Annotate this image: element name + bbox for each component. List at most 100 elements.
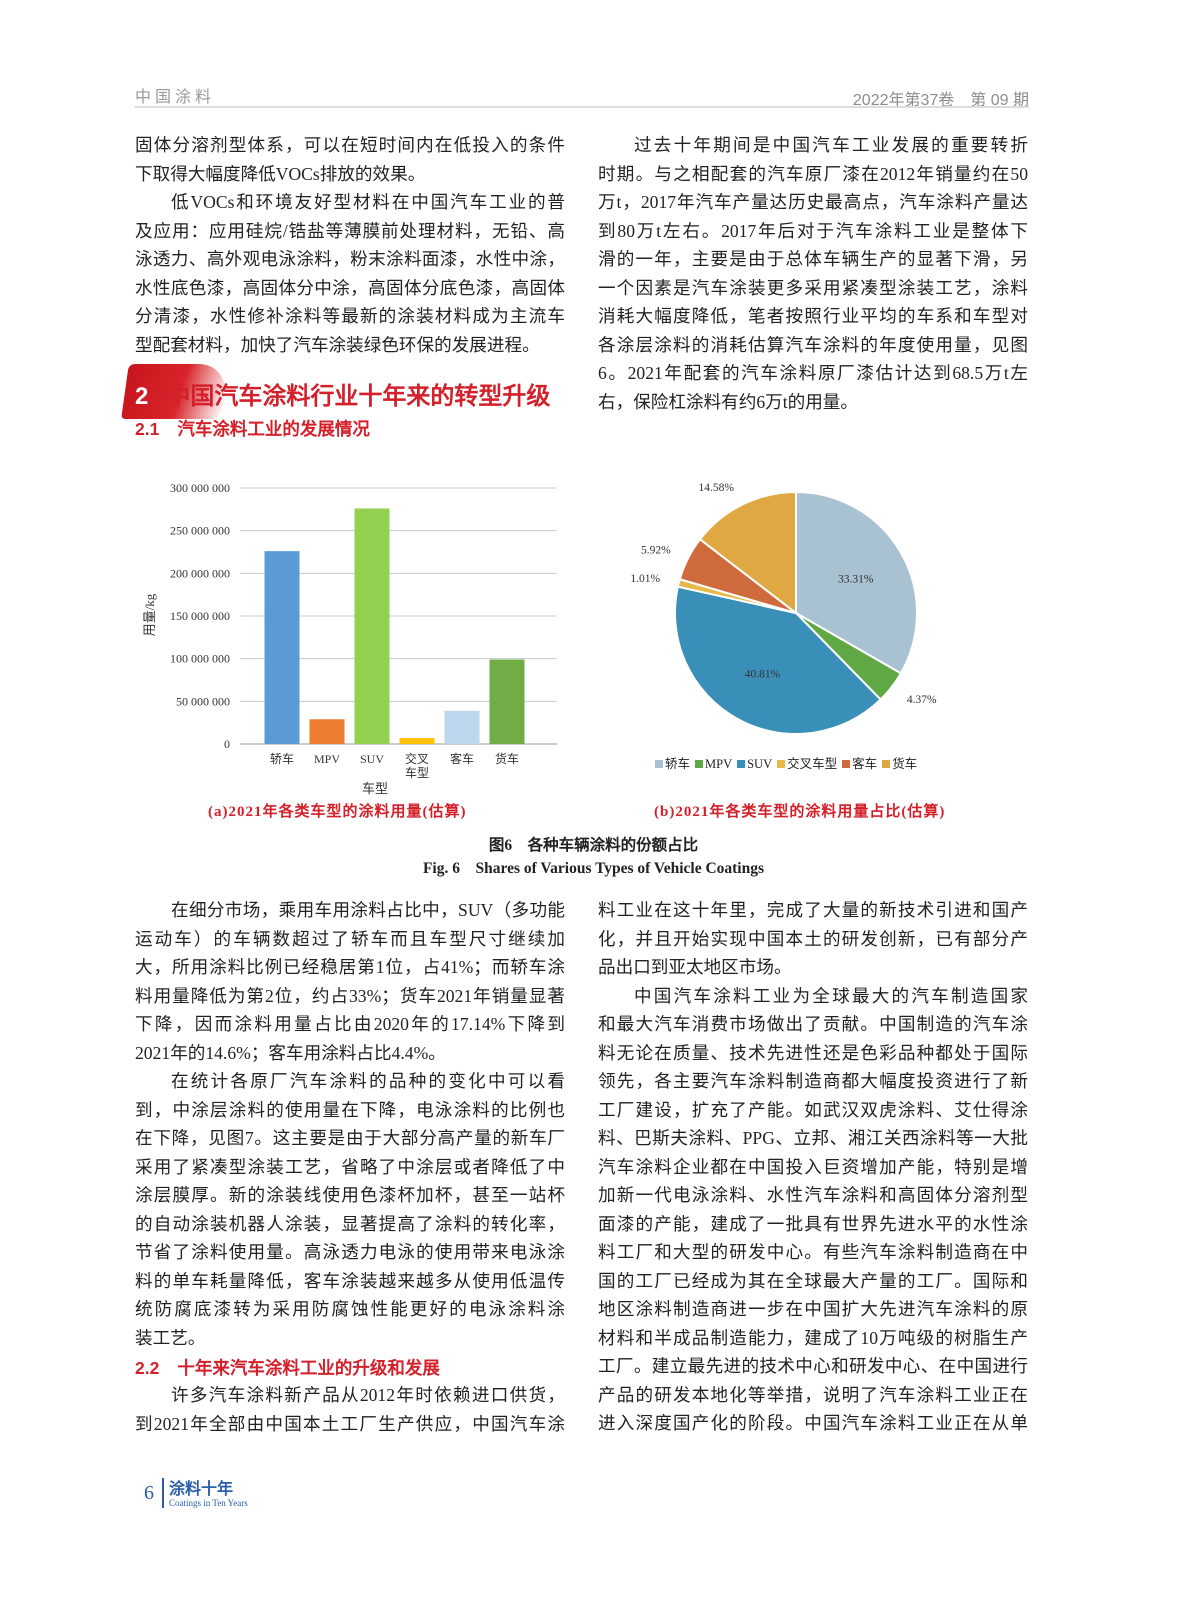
section-title: 中国汽车涂料行业十年来的转型升级 xyxy=(166,383,551,410)
legend-swatch xyxy=(777,760,786,768)
left-column-top: 固体分溶剂型体系，可以在短时间内在低投入的条件 下取得大幅度降低VOCs排放的效果… xyxy=(135,131,565,359)
legend-label: 客车 xyxy=(852,757,878,771)
y-tick-label: 200 000 000 xyxy=(170,566,230,580)
legend-swatch xyxy=(842,760,851,768)
text-line: 型配套材料，加快了汽车涂装绿色环保的发展进程。 xyxy=(135,334,540,355)
text-line: 面漆的产能，建成了一批具有世界先进水平的水性涂 xyxy=(598,1213,1028,1234)
left-column-bottom: 在细分市场，乘用车用涂料占比中，SUV（多功能 运动车）的车辆数超过了轿车而且车型… xyxy=(135,896,565,1352)
bar-货车 xyxy=(489,659,525,744)
text-line: 料的单车耗量降低，客车涂装越来越多从使用低温传 xyxy=(135,1270,565,1291)
x-tick-label: 轿车 xyxy=(270,751,294,766)
legend-swatch xyxy=(655,760,663,768)
pie-chart: 33.31% 4.37% 40.81% 1.01% 5.92% 14.58% xyxy=(630,482,937,735)
figure-caption-en: Fig. 6 Shares of Various Types of Vehicl… xyxy=(422,860,765,877)
legend-label: MPV xyxy=(705,757,733,771)
text-line: 采用了紧凑型涂装工艺，省略了中涂层或者降低了中 xyxy=(135,1156,565,1177)
text-line: 分清漆，水性修补涂料等最新的涂装材料成为主流车 xyxy=(135,306,565,326)
text-line: 涂层膜厚。新的涂装线使用色漆杯加杯，甚至一站杯 xyxy=(135,1185,565,1205)
text-line: 在下降，见图7。这主要是由于大部分高产量的新车厂 xyxy=(135,1128,565,1148)
x-axis-label: 车型 xyxy=(362,781,388,796)
text-line: 低VOCs和环境友好型材料在中国汽车工业的普 xyxy=(171,192,565,212)
y-axis-label: 用量/kg xyxy=(142,593,157,636)
text-line: 进入深度国产化的阶段。中国汽车涂料工业正在从单 xyxy=(598,1413,1028,1433)
right-column-top: 过去十年期间是中国汽车工业发展的重要转折 时期。与之相配套的汽车原厂漆在2012年… xyxy=(598,131,1028,416)
text-line: 产品的研发本地化等举措，说明了汽车涂料工业正在 xyxy=(598,1384,1028,1405)
legend-label: 货车 xyxy=(892,757,918,771)
text-line: 料用量降低为第2位，约占33%；货车2021年销量显著 xyxy=(135,985,565,1006)
footer-divider xyxy=(162,1478,164,1508)
section-title: 汽车涂料工业的发展情况 xyxy=(177,419,370,439)
pie-data-label: 4.37% xyxy=(907,694,937,706)
text-line: 料工厂和大型的研发中心。有些汽车涂料制造商在中 xyxy=(598,1242,1028,1262)
text-line: 下降，因而涂料用量占比由2020年的17.14%下降到 xyxy=(135,1014,565,1034)
section-number: 2 xyxy=(135,383,149,410)
legend-swatch xyxy=(737,760,746,768)
text-line: 节省了涂料使用量。高泳透力电泳的使用带来电泳涂 xyxy=(135,1242,565,1262)
column-title: 涂料十年 xyxy=(169,1481,234,1498)
section-2-2-heading: 2.2 十年来汽车涂料工业的升级和发展 xyxy=(135,1355,440,1380)
section-number: 2.1 xyxy=(135,419,160,439)
section-2-1-heading: 2.1 汽车涂料工业的发展情况 xyxy=(135,416,370,441)
text-line: 国的工厂已经成为其在全球最大产量的工厂。国际和 xyxy=(598,1270,1028,1291)
pie-data-label: 40.81% xyxy=(745,668,781,680)
bar-chart: 0 50 000 000 100 000 000 150 000 000 200 000… xyxy=(142,481,557,796)
section-2-heading: 2 中国汽车涂料行业十年来的转型升级 xyxy=(121,364,575,419)
text-line: 化，并且开始实现中国本土的研发创新，已有部分产 xyxy=(598,928,1028,949)
pie-data-label: 33.31% xyxy=(838,573,874,585)
y-tick-label: 300 000 000 xyxy=(170,481,230,495)
text-line: 材料和半成品制造能力，建成了10万吨级的树脂生产 xyxy=(598,1327,1028,1348)
x-tick-label: 交叉 xyxy=(405,751,429,766)
x-tick-label: 客车 xyxy=(450,751,474,766)
text-line: 料工业在这十年里，完成了大量的新技术引进和国产 xyxy=(598,900,1028,920)
y-tick-label: 50 000 000 xyxy=(176,694,230,708)
pie-data-label: 5.92% xyxy=(641,545,671,557)
text-line: 工厂建设，扩充了产能。如武汉双虎涂料、艾仕得涂 xyxy=(598,1099,1028,1120)
legend-swatch xyxy=(882,760,891,768)
bar-chart-caption: (a)2021年各类车型的涂料用量(估算) xyxy=(208,804,467,820)
text-line: 过去十年期间是中国汽车工业发展的重要转折 xyxy=(634,135,1028,155)
text-line: 一个因素是汽车涂装更多采用紧凑型涂装工艺，涂料 xyxy=(598,277,1028,298)
text-line: 料无论在质量、技术先进性还是色彩品种都处于国际 xyxy=(598,1042,1028,1063)
x-tick-label: SUV xyxy=(360,752,384,766)
legend-swatch xyxy=(695,760,704,768)
bar-交叉车型 xyxy=(399,738,435,744)
bar-客车 xyxy=(444,710,480,744)
legend-label: 轿车 xyxy=(665,757,691,771)
pie-legend: 轿车 MPV SUV 交叉车型 客车 货车 xyxy=(650,753,917,772)
pie-chart-caption: (b)2021年各类车型的涂料用量占比(估算) xyxy=(654,804,946,820)
text-line: 在细分市场，乘用车用涂料占比中，SUV（多功能 xyxy=(171,900,565,920)
text-line: 料、巴斯夫涂料、PPG、立邦、湘江关西涂料等一大批 xyxy=(598,1128,1028,1148)
text-line: 在统计各原厂汽车涂料的品种的变化中可以看 xyxy=(171,1071,565,1091)
journal-name: 中国涂料 xyxy=(135,89,216,106)
section-title: 十年来汽车涂料工业的升级和发展 xyxy=(177,1358,440,1378)
bar-SUV xyxy=(354,508,390,744)
legend-label: SUV xyxy=(747,757,773,771)
right-column-bottom: 料工业在这十年里，完成了大量的新技术引进和国产 化，并且开始实现中国本土的研发创新… xyxy=(598,896,1028,1438)
text-line: 中国汽车涂料工业为全球最大的汽车制造国家 xyxy=(634,985,1028,1006)
text-line: 装工艺。 xyxy=(135,1327,206,1348)
text-line: 消耗大幅度降低，笔者按照行业平均的车系和车型对 xyxy=(598,306,1028,326)
y-tick-label: 250 000 000 xyxy=(170,524,230,538)
text-line: 品出口到亚太地区市场。 xyxy=(598,957,792,977)
bar-轿车 xyxy=(264,551,300,744)
bar-MPV xyxy=(309,719,345,744)
y-tick-label: 150 000 000 xyxy=(170,609,230,623)
text-line: 各涂层涂料的消耗估算汽车涂料的年度使用量，见图 xyxy=(598,334,1028,355)
pie-slice-货车 xyxy=(698,490,797,616)
text-line: 右，保险杠涂料有约6万t的用量。 xyxy=(598,391,858,412)
column-subtitle: Coatings in Ten Years xyxy=(169,1498,248,1508)
y-tick-label: 0 xyxy=(224,737,230,751)
text-line: 领先，各主要汽车涂料制造商都大幅度投资进行了新 xyxy=(598,1071,1028,1091)
text-line: 下取得大幅度降低VOCs排放的效果。 xyxy=(135,163,426,184)
pie-data-label: 1.01% xyxy=(630,573,660,585)
text-line: 6。2021年配套的汽车涂料原厂漆估计达到68.5万t左 xyxy=(598,363,1028,383)
x-tick-label: 货车 xyxy=(495,751,519,766)
issue-info: 2022年第37卷 第 09 期 xyxy=(852,92,1029,109)
text-line: 泳透力、高外观电泳涂料，粉末涂料面漆，水性中涂， xyxy=(135,249,565,269)
pie-slice-轿车 xyxy=(795,490,918,675)
text-line: 滑的一年，主要是由于总体车辆生产的显著下滑，另 xyxy=(598,249,1028,269)
text-line: 水性底色漆，高固体分中涂，高固体分底色漆，高固体 xyxy=(135,277,565,298)
legend-label: 交叉车型 xyxy=(787,757,838,771)
y-tick-label: 100 000 000 xyxy=(170,652,230,666)
section-number: 2.2 xyxy=(135,1358,160,1378)
